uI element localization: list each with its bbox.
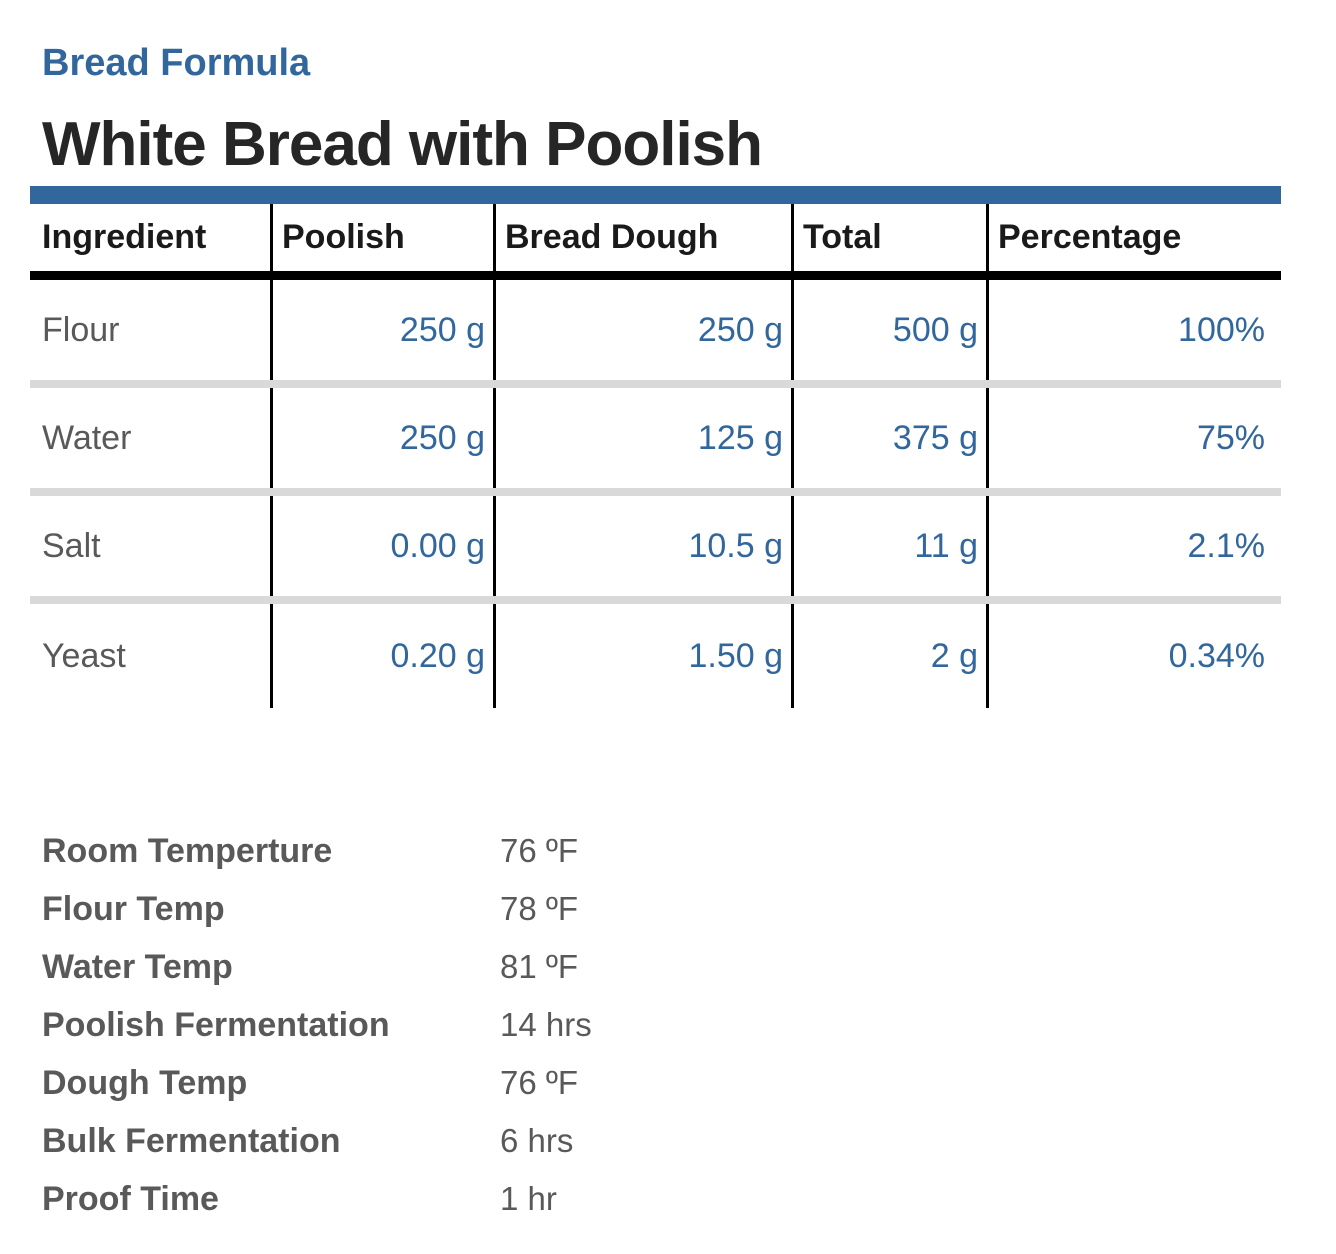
cell-water-ingredient: Water [42,418,132,457]
detail-value: 14 hrs [500,1006,592,1043]
cell-flour-ingredient: Flour [42,310,120,349]
row-divider [30,596,1281,604]
column-header-ingredient: Ingredient [42,218,207,256]
cell-flour-percentage: 100% [986,280,1281,380]
detail-value: 81 ºF [500,948,579,985]
detail-label: Water Temp [42,947,233,986]
detail-label: Flour Temp [42,889,225,928]
column-header-bread-dough: Bread Dough [493,204,791,271]
table-row-salt: Salt 0.00 g 10.5 g 11 g 2.1% [30,496,1281,596]
detail-value: 76 ºF [500,832,579,869]
detail-label: Poolish Fermentation [42,1005,390,1044]
table-row-flour: Flour 250 g 250 g 500 g 100% [30,280,1281,380]
cell-yeast-poolish: 0.20 g [270,604,493,708]
detail-row-proof-time: Proof Time 1 hr [42,1170,942,1228]
cell-water-poolish: 250 g [270,388,493,488]
column-header-total: Total [791,204,986,271]
detail-value: 78 ºF [500,890,579,927]
table-row-water: Water 250 g 125 g 375 g 75% [30,388,1281,488]
column-header-percentage: Percentage [986,204,1281,271]
cell-yeast-bread-dough: 1.50 g [493,604,791,708]
formula-table: Ingredient Poolish Bread Dough Total Per… [30,204,1281,708]
detail-label: Room Temperture [42,831,333,870]
detail-value: 6 hrs [500,1122,574,1159]
cell-water-bread-dough: 125 g [493,388,791,488]
detail-row-water-temp: Water Temp 81 ºF [42,938,942,996]
cell-flour-bread-dough: 250 g [493,280,791,380]
process-details-list: Room Temperture 76 ºF Flour Temp 78 ºF W… [42,822,942,1228]
detail-row-dough-temp: Dough Temp 76 ºF [42,1054,942,1112]
detail-row-room-temperature: Room Temperture 76 ºF [42,822,942,880]
cell-yeast-ingredient: Yeast [42,636,126,675]
title-rule [30,186,1281,204]
cell-flour-total: 500 g [791,280,986,380]
header-rule [30,271,1281,280]
cell-yeast-total: 2 g [791,604,986,708]
cell-water-percentage: 75% [986,388,1281,488]
detail-value: 76 ºF [500,1064,579,1101]
row-divider [30,488,1281,496]
table-header-row: Ingredient Poolish Bread Dough Total Per… [30,204,1281,271]
document-title: White Bread with Poolish [42,110,763,179]
cell-salt-percentage: 2.1% [986,496,1281,596]
table-row-yeast: Yeast 0.20 g 1.50 g 2 g 0.34% [30,604,1281,708]
section-heading: Bread Formula [42,42,311,84]
cell-salt-poolish: 0.00 g [270,496,493,596]
detail-label: Proof Time [42,1179,219,1218]
detail-label: Bulk Fermentation [42,1121,341,1160]
cell-flour-poolish: 250 g [270,280,493,380]
detail-value: 1 hr [500,1180,557,1217]
detail-row-flour-temp: Flour Temp 78 ºF [42,880,942,938]
cell-salt-total: 11 g [791,496,986,596]
cell-water-total: 375 g [791,388,986,488]
cell-salt-ingredient: Salt [42,526,101,565]
cell-yeast-percentage: 0.34% [986,604,1281,708]
column-header-poolish: Poolish [270,204,493,271]
row-divider [30,380,1281,388]
detail-row-bulk-fermentation: Bulk Fermentation 6 hrs [42,1112,942,1170]
detail-label: Dough Temp [42,1063,248,1102]
detail-row-poolish-fermentation: Poolish Fermentation 14 hrs [42,996,942,1054]
cell-salt-bread-dough: 10.5 g [493,496,791,596]
